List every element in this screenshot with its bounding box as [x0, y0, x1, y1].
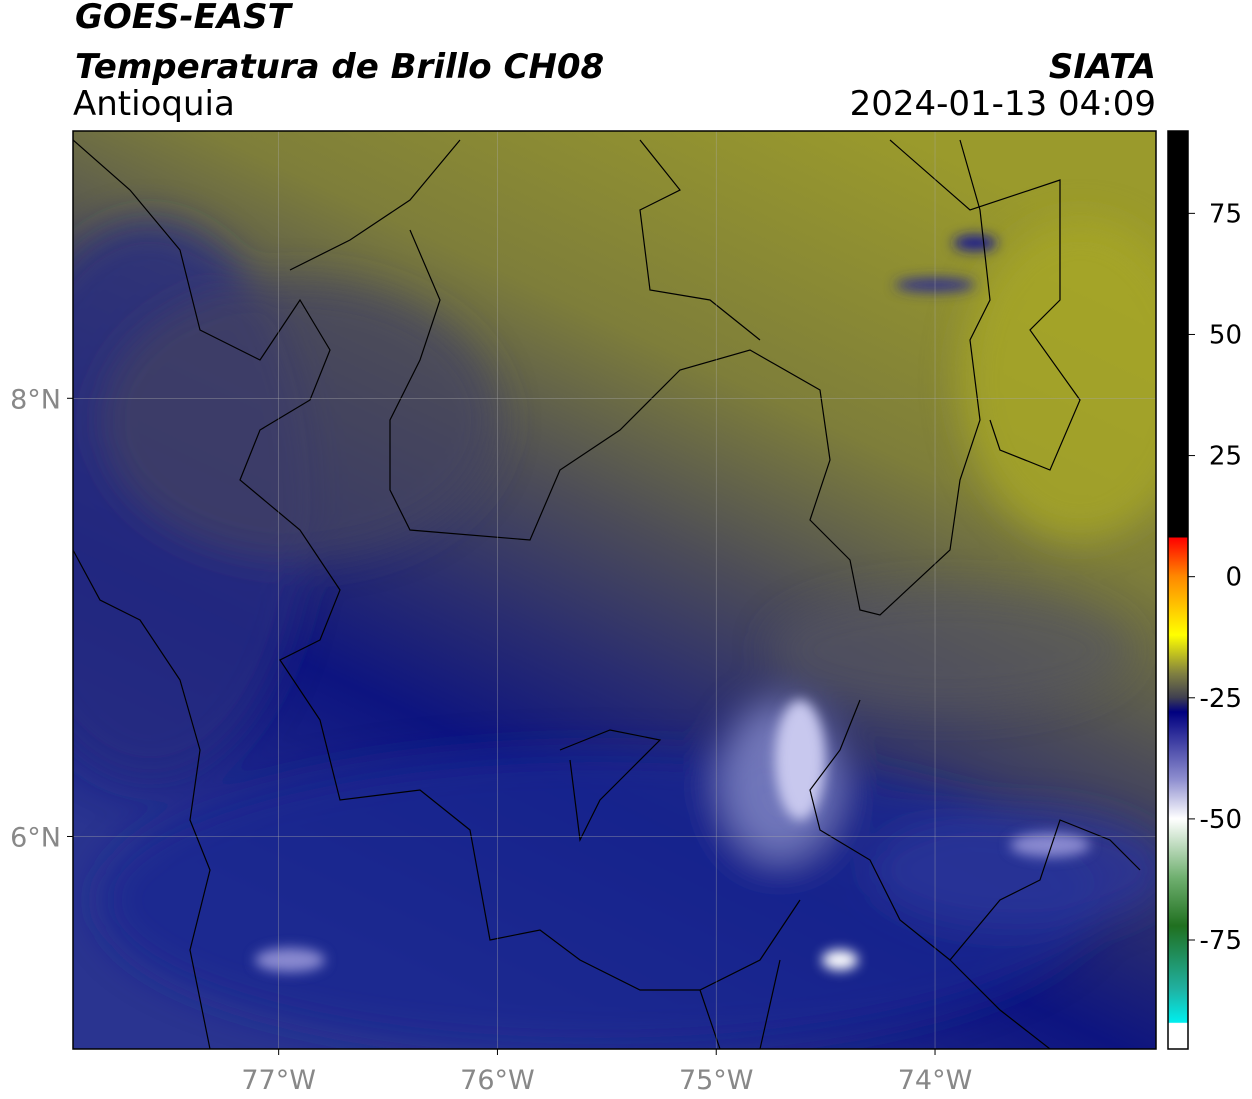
satellite-image	[73, 131, 1156, 1049]
title: GOES-EAST	[75, 0, 294, 37]
borders	[73, 139, 1141, 1049]
lon-tick-label: 77°W	[241, 1065, 316, 1096]
colorbar-tick-label: 0	[1225, 563, 1242, 593]
subtitle: Temperatura de Brillo CH08	[75, 47, 604, 87]
region: Antioquia	[73, 84, 235, 124]
timestamp: 2024-01-13 04:09	[850, 84, 1156, 124]
map-frame	[72, 130, 1157, 1050]
colorbar-tick-label: 50	[1209, 320, 1242, 350]
lat-tick-label: 6°N	[10, 822, 61, 853]
lon-tick-label: 76°W	[460, 1065, 535, 1096]
lon-tick-label: 74°W	[898, 1065, 973, 1096]
source: SIATA	[1049, 47, 1156, 87]
colorbar-tick-label: -25	[1200, 684, 1242, 714]
lon-tick-label: 75°W	[679, 1065, 754, 1096]
colorbar-tick-label: -75	[1200, 926, 1242, 956]
colorbar	[1167, 130, 1189, 1050]
lat-tick-label: 8°N	[10, 384, 61, 415]
colorbar-tick-label: 75	[1209, 199, 1242, 229]
colorbar-tick-label: 25	[1209, 442, 1242, 472]
colorbar-tick-label: -50	[1200, 805, 1242, 835]
grid	[73, 131, 1156, 1049]
